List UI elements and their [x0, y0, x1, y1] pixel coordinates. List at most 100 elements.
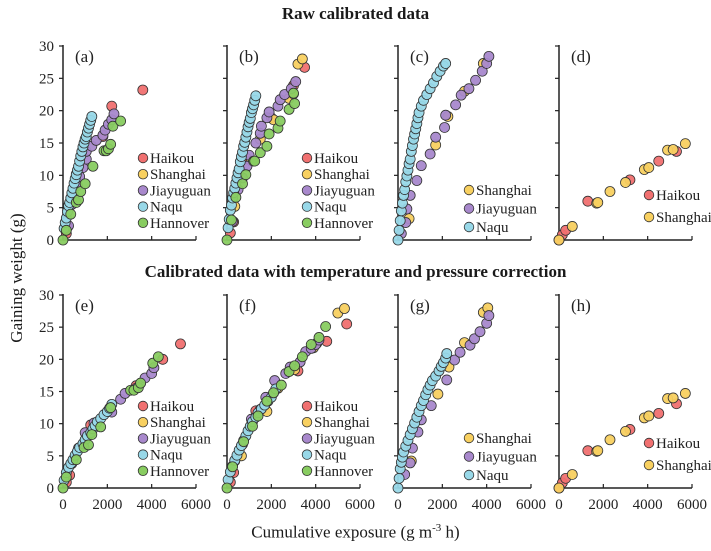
- y-tick-label: 0: [47, 233, 55, 249]
- x-tick-label: 2000: [92, 497, 122, 513]
- panel-label: (d): [571, 47, 591, 66]
- data-point-haikou: [653, 407, 665, 419]
- data-point-shanghai: [679, 388, 691, 399]
- data-point-hannover: [313, 332, 325, 343]
- data-point-hannover: [240, 169, 252, 181]
- data-point-jiayuguan: [290, 76, 302, 87]
- data-point-hannover: [261, 140, 273, 152]
- data-point-hannover: [135, 377, 146, 389]
- data-point-jiayuguan: [255, 120, 267, 132]
- data-point-shanghai: [592, 445, 604, 457]
- data-point-hannover: [57, 482, 69, 494]
- legend-label-naqu: Naqu: [476, 220, 509, 236]
- data-point-jiayuguan: [450, 99, 462, 111]
- data-point-jiayuguan: [483, 50, 495, 62]
- data-point-hannover: [305, 339, 317, 350]
- data-point-hannover: [296, 351, 308, 363]
- data-point-hannover: [60, 224, 72, 236]
- legend-marker-jiayuguan: [463, 451, 475, 462]
- legend-label-naqu: Naqu: [150, 448, 183, 464]
- panel-label: (h): [571, 296, 591, 315]
- data-point-hannover: [274, 115, 286, 127]
- data-point-hannover: [263, 128, 275, 140]
- panel-label: (g): [410, 296, 430, 315]
- y-tick-label: 20: [39, 104, 54, 120]
- y-tick-label: 25: [39, 320, 54, 336]
- data-point-hannover: [238, 436, 250, 448]
- legend-label-haikou: Haikou: [656, 436, 701, 452]
- data-point-hannover: [275, 379, 287, 391]
- legend-marker-naqu: [137, 201, 149, 212]
- legend-label-naqu: Naqu: [476, 468, 509, 484]
- legend-label-jiayuguan: Jiayuguan: [476, 202, 537, 218]
- data-point-hannover: [237, 178, 248, 190]
- data-point-hannover: [289, 360, 301, 372]
- data-point-jiayuguan: [455, 89, 467, 101]
- data-point-hannover: [289, 98, 301, 109]
- legend-marker-shanghai: [643, 459, 655, 471]
- data-point-shanghai: [604, 186, 616, 197]
- legend-marker-haikou: [643, 437, 655, 449]
- data-point-haikou: [175, 338, 186, 350]
- data-point-naqu: [441, 348, 453, 359]
- legend-marker-shanghai: [301, 168, 313, 180]
- legend-marker-jiayuguan: [137, 185, 149, 196]
- data-point-shanghai: [620, 425, 631, 437]
- legend-marker-haikou: [643, 189, 655, 201]
- data-point-shanghai: [592, 197, 604, 208]
- x-axis-label-main: Cumulative exposure (g m: [251, 522, 433, 542]
- data-point-jiayuguan: [440, 109, 452, 121]
- legend-label-haikou: Haikou: [656, 188, 701, 204]
- data-point-naqu: [393, 472, 405, 484]
- legend-label-naqu: Naqu: [150, 200, 183, 216]
- data-point-hannover: [230, 191, 242, 203]
- legend-label-haikou: Haikou: [150, 399, 195, 415]
- data-point-naqu: [86, 111, 98, 122]
- legend-label-hannover: Hannover: [314, 216, 373, 232]
- legend-marker-jiayuguan: [301, 433, 313, 444]
- y-tick-label: 10: [39, 417, 54, 433]
- data-point-hannover: [288, 87, 299, 99]
- data-point-jiayuguan: [454, 346, 466, 358]
- data-point-jiayuguan: [474, 326, 486, 338]
- data-point-jiayuguan: [424, 148, 436, 160]
- x-axis-label: Cumulative exposure (g m-3 h): [0, 522, 711, 543]
- legend-label-shanghai: Shanghai: [476, 183, 532, 199]
- data-point-jiayuguan: [250, 137, 262, 149]
- y-tick-label: 30: [39, 288, 54, 304]
- legend-label-hannover: Hannover: [314, 464, 373, 480]
- x-tick-label: 4000: [137, 497, 167, 513]
- data-point-naqu: [394, 215, 406, 227]
- legend-marker-shanghai: [137, 168, 149, 180]
- data-point-naqu: [440, 58, 452, 69]
- x-tick-label: 6000: [677, 497, 707, 513]
- x-tick-label: 0: [59, 497, 67, 513]
- legend-marker-jiayuguan: [301, 185, 313, 196]
- x-tick-label: 4000: [301, 497, 331, 513]
- x-tick-label: 6000: [181, 497, 211, 513]
- legend-marker-naqu: [463, 469, 475, 481]
- y-tick-label: 5: [47, 449, 55, 465]
- data-point-shanghai: [553, 482, 565, 494]
- data-point-jiayuguan: [430, 131, 442, 143]
- data-point-hannover: [252, 410, 264, 422]
- legend-marker-naqu: [463, 221, 475, 233]
- x-tick-label: 4000: [633, 497, 663, 513]
- y-tick-label: 15: [39, 385, 54, 401]
- y-tick-label: 25: [39, 71, 54, 87]
- data-point-shanghai: [667, 392, 679, 404]
- data-point-hannover: [221, 482, 233, 494]
- data-point-shanghai: [296, 53, 308, 65]
- y-tick-label: 10: [39, 168, 54, 184]
- legend-marker-naqu: [301, 449, 313, 460]
- data-point-shanghai: [566, 221, 578, 232]
- data-point-hannover: [86, 429, 98, 441]
- legend-marker-haikou: [301, 400, 313, 412]
- legend-marker-jiayuguan: [463, 203, 475, 214]
- legend-marker-jiayuguan: [137, 433, 149, 444]
- legend-marker-hannover: [301, 217, 313, 229]
- x-axis-label-end: h): [441, 522, 460, 542]
- legend-label-hannover: Hannover: [150, 464, 209, 480]
- data-point-jiayuguan: [441, 374, 453, 386]
- legend-label-shanghai: Shanghai: [314, 415, 370, 431]
